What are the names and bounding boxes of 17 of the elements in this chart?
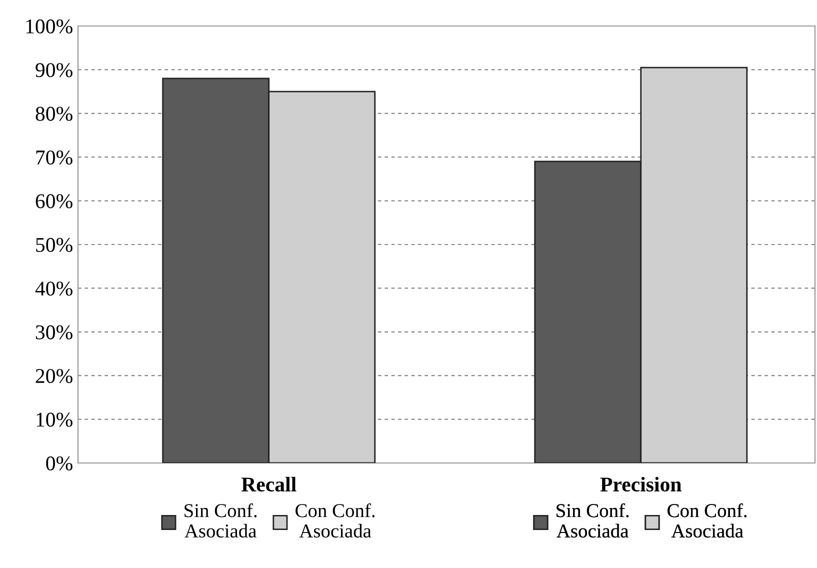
x-tick-label: Precision: [600, 476, 682, 492]
legend-label: Con Conf. Asociada: [296, 503, 375, 538]
y-tick-label: 10%: [36, 412, 72, 427]
y-tick-label: 50%: [36, 238, 72, 252]
x-tick-label: Recall: [241, 476, 296, 492]
y-tick-label: 0%: [46, 456, 72, 470]
y-tick-label: 20%: [36, 368, 72, 384]
text: Sin Conf. Asociada: [556, 503, 629, 538]
y-tick-label: 60%: [36, 194, 72, 208]
y-tick-label: 90%: [36, 63, 72, 78]
y-tick-label: 40%: [35, 282, 72, 296]
y-tick-label: 80%: [36, 106, 72, 121]
text: Con Conf. Asociada: [668, 503, 747, 538]
y-tick-label: 30%: [36, 325, 72, 340]
legend-label: Sin Conf. Asociada: [184, 503, 257, 538]
y-tick-label: 100%: [26, 19, 72, 34]
y-tick-label: 70%: [36, 150, 72, 165]
